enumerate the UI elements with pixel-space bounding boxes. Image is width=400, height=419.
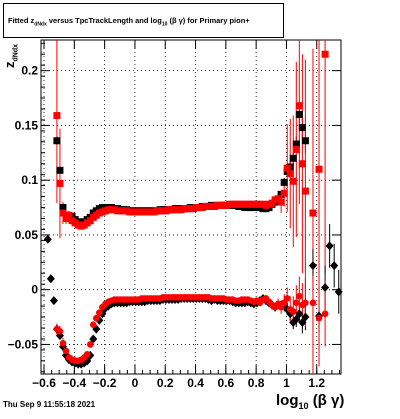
data-point-diamond (49, 296, 58, 306)
data-point-circle (315, 314, 323, 322)
data-point-diamond (321, 282, 330, 292)
x-tick-label: 0.8 (248, 376, 265, 390)
data-point-square (53, 112, 61, 120)
data-point-diamond (295, 309, 304, 319)
data-point-square (280, 189, 288, 197)
data-point-square (289, 177, 297, 185)
data-point-circle (89, 321, 97, 329)
data-point-diamond (46, 274, 55, 284)
plot-frame (40, 39, 342, 375)
data-point-circle (59, 340, 67, 347)
title-prefix: Fitted (8, 16, 29, 25)
data-point-square (289, 154, 297, 162)
x-tick-label: 0.2 (157, 376, 174, 390)
x-tick-label: 0.6 (218, 376, 235, 390)
data-point-circle (96, 309, 103, 316)
data-point-square (315, 165, 323, 173)
y-axis-label-sub: dNdx (12, 44, 20, 62)
title-middle: versus TpcTrackLength and log (48, 16, 162, 25)
data-point-square (59, 204, 67, 212)
y-tick-label: −0.05 (8, 337, 39, 351)
x-axis-label: log10 (β γ) (276, 392, 344, 411)
data-point-square (53, 137, 61, 145)
data-point-square (321, 50, 329, 58)
data-point-circle (83, 350, 91, 358)
data-point-square (295, 110, 303, 118)
y-tick-label: 0.15 (15, 118, 39, 132)
data-point-square (309, 209, 317, 217)
data-point-square (277, 198, 285, 206)
tick-labels: −0.6 −0.4 −0.2 0 0.2 0.4 0.6 0.8 1 1.2 −0.05 0 0.05 0… (8, 64, 326, 390)
title-log-sub: 10 (161, 21, 168, 28)
title-z-sub: dNdx (34, 21, 47, 28)
x-tick-label: 0.4 (187, 376, 204, 390)
data-point-diamond (301, 312, 310, 322)
y-tick-label: 0.2 (21, 64, 38, 78)
data-point-circle (302, 299, 309, 307)
data-point-square (298, 124, 306, 132)
data-point-circle (296, 292, 303, 300)
data-point-square (301, 187, 309, 195)
data-point-square (280, 178, 288, 186)
data-point-diamond (334, 287, 343, 297)
data-point-circle (289, 308, 297, 315)
data-point-diamond (89, 334, 98, 344)
title-tail: (β γ) for Primary pion+ (169, 16, 250, 25)
y-axis-label: zdNdx (2, 44, 20, 68)
x-axis-label-rest: (β γ) (312, 392, 345, 409)
x-tick-label: −0.6 (32, 376, 56, 390)
timestamp-footer: Thu Sep 9 11:55:18 2021 (3, 400, 96, 409)
axis-ticks (41, 40, 341, 374)
data-markers (43, 50, 343, 369)
data-point-square (65, 211, 73, 219)
data-point-circle (321, 310, 329, 318)
x-tick-label: 1.2 (308, 376, 325, 390)
title-box: Fitted zdNdx versus TpcTrackLength and l… (3, 3, 284, 38)
data-point-square (292, 146, 300, 154)
data-point-square (286, 170, 294, 178)
data-point-square (292, 140, 300, 148)
y-tick-label: 0.05 (15, 228, 39, 242)
data-point-diamond (330, 261, 339, 271)
data-point-square (56, 179, 64, 187)
x-tick-label: −0.2 (93, 376, 117, 390)
data-point-square (295, 102, 303, 110)
data-point-square (283, 164, 291, 172)
data-point-diamond (325, 241, 334, 251)
data-point-circle (62, 347, 70, 355)
y-axis-label-main: z (2, 61, 17, 69)
data-point-diamond (308, 261, 317, 271)
chart-title: Fitted zdNdx versus TpcTrackLength and l… (8, 16, 250, 28)
data-point-square (298, 160, 306, 168)
x-tick-label: 1 (283, 376, 290, 390)
title-z: z (30, 16, 35, 25)
x-tick-label: 0 (132, 376, 139, 390)
data-point-circle (293, 299, 300, 307)
y-tick-label: 0 (31, 283, 38, 297)
x-axis-label-main: log (276, 392, 299, 409)
y-tick-label: 0.1 (21, 173, 38, 187)
data-point-circle (93, 314, 100, 322)
data-point-square (56, 166, 64, 174)
data-point-circle (86, 341, 94, 348)
data-point-circle (283, 295, 291, 302)
data-point-circle (309, 299, 317, 307)
data-point-diamond (43, 234, 52, 244)
data-point-square (301, 137, 309, 145)
data-point-square (59, 209, 67, 217)
x-tick-label: −0.4 (62, 376, 86, 390)
x-axis-label-sub: 10 (298, 401, 309, 411)
data-point-circle (56, 327, 64, 335)
